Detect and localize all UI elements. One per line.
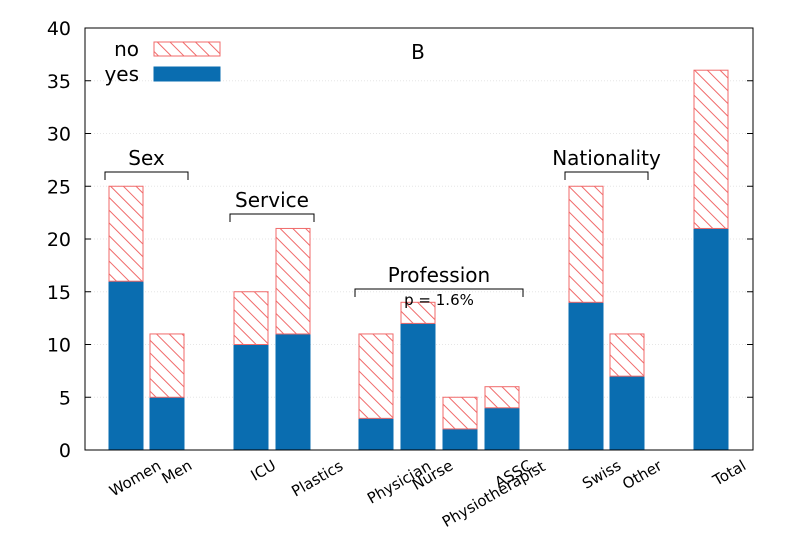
x-tick-label-swiss: Swiss xyxy=(579,456,624,492)
y-tick-label: 0 xyxy=(59,440,71,462)
group-bracket-profession xyxy=(354,288,524,297)
x-tick-label-other: Other xyxy=(619,456,666,493)
y-tick-label: 25 xyxy=(47,176,71,198)
bar-total-no xyxy=(693,69,729,229)
bar-physician-yes xyxy=(358,417,394,451)
bar-physician-no xyxy=(358,333,394,419)
bar-other-yes xyxy=(609,375,645,451)
x-tick-label-men: Men xyxy=(159,456,195,487)
x-tick-label-total: Total xyxy=(709,456,749,490)
bar-plastics-no xyxy=(275,227,311,335)
x-tick-label-plastics: Plastics xyxy=(288,457,346,501)
bar-total-yes xyxy=(693,227,729,451)
x-tick-label-women: Women xyxy=(106,456,164,500)
bar-nurse-no xyxy=(400,301,436,324)
bar-men-yes xyxy=(149,396,185,451)
legend-swatch-no xyxy=(153,41,221,57)
bar-men-no xyxy=(149,333,185,398)
y-tick-label: 20 xyxy=(47,229,71,251)
panel-label: B xyxy=(411,40,425,64)
group-label-sex: Sex xyxy=(128,146,165,170)
group-label-profession: Profession xyxy=(388,263,490,287)
group-brackets: Sex Service Profession p = 1.6% Nationality xyxy=(104,146,661,309)
bar-physiotherapist-no xyxy=(442,396,478,430)
bar-assc-no xyxy=(484,386,520,409)
bar-swiss-no xyxy=(568,185,604,303)
group-label-nationality: Nationality xyxy=(552,146,661,170)
y-tick-label: 40 xyxy=(47,18,71,40)
legend-label-yes: yes xyxy=(104,62,139,86)
bar-plastics-yes xyxy=(275,333,311,451)
group-bracket-nationality xyxy=(564,171,649,180)
group-bracket-sex xyxy=(104,171,189,180)
y-axis: 0 5 10 15 20 25 30 35 40 xyxy=(47,18,753,462)
y-tick-label: 15 xyxy=(47,282,71,304)
y-tick-label: 30 xyxy=(47,124,71,146)
y-tick-label: 5 xyxy=(59,387,71,409)
bar-women-no xyxy=(108,185,144,282)
group-label-service: Service xyxy=(235,188,309,212)
y-tick-label: 35 xyxy=(47,71,71,93)
bar-physiotherapist-yes xyxy=(442,428,478,451)
bars xyxy=(108,69,729,451)
bar-assc-yes xyxy=(484,407,520,451)
group-bracket-service xyxy=(229,213,315,222)
x-tick-label-icu: ICU xyxy=(248,456,279,485)
legend-label-no: no xyxy=(114,37,139,61)
legend-swatch-yes xyxy=(153,66,221,82)
bar-swiss-yes xyxy=(568,301,604,451)
y-tick-label: 10 xyxy=(47,335,71,357)
bar-icu-yes xyxy=(233,344,269,451)
bar-icu-no xyxy=(233,291,269,345)
bar-nurse-yes xyxy=(400,322,436,451)
bar-other-no xyxy=(609,333,645,377)
bar-women-yes xyxy=(108,280,144,451)
p-value-annotation: p = 1.6% xyxy=(404,291,474,309)
